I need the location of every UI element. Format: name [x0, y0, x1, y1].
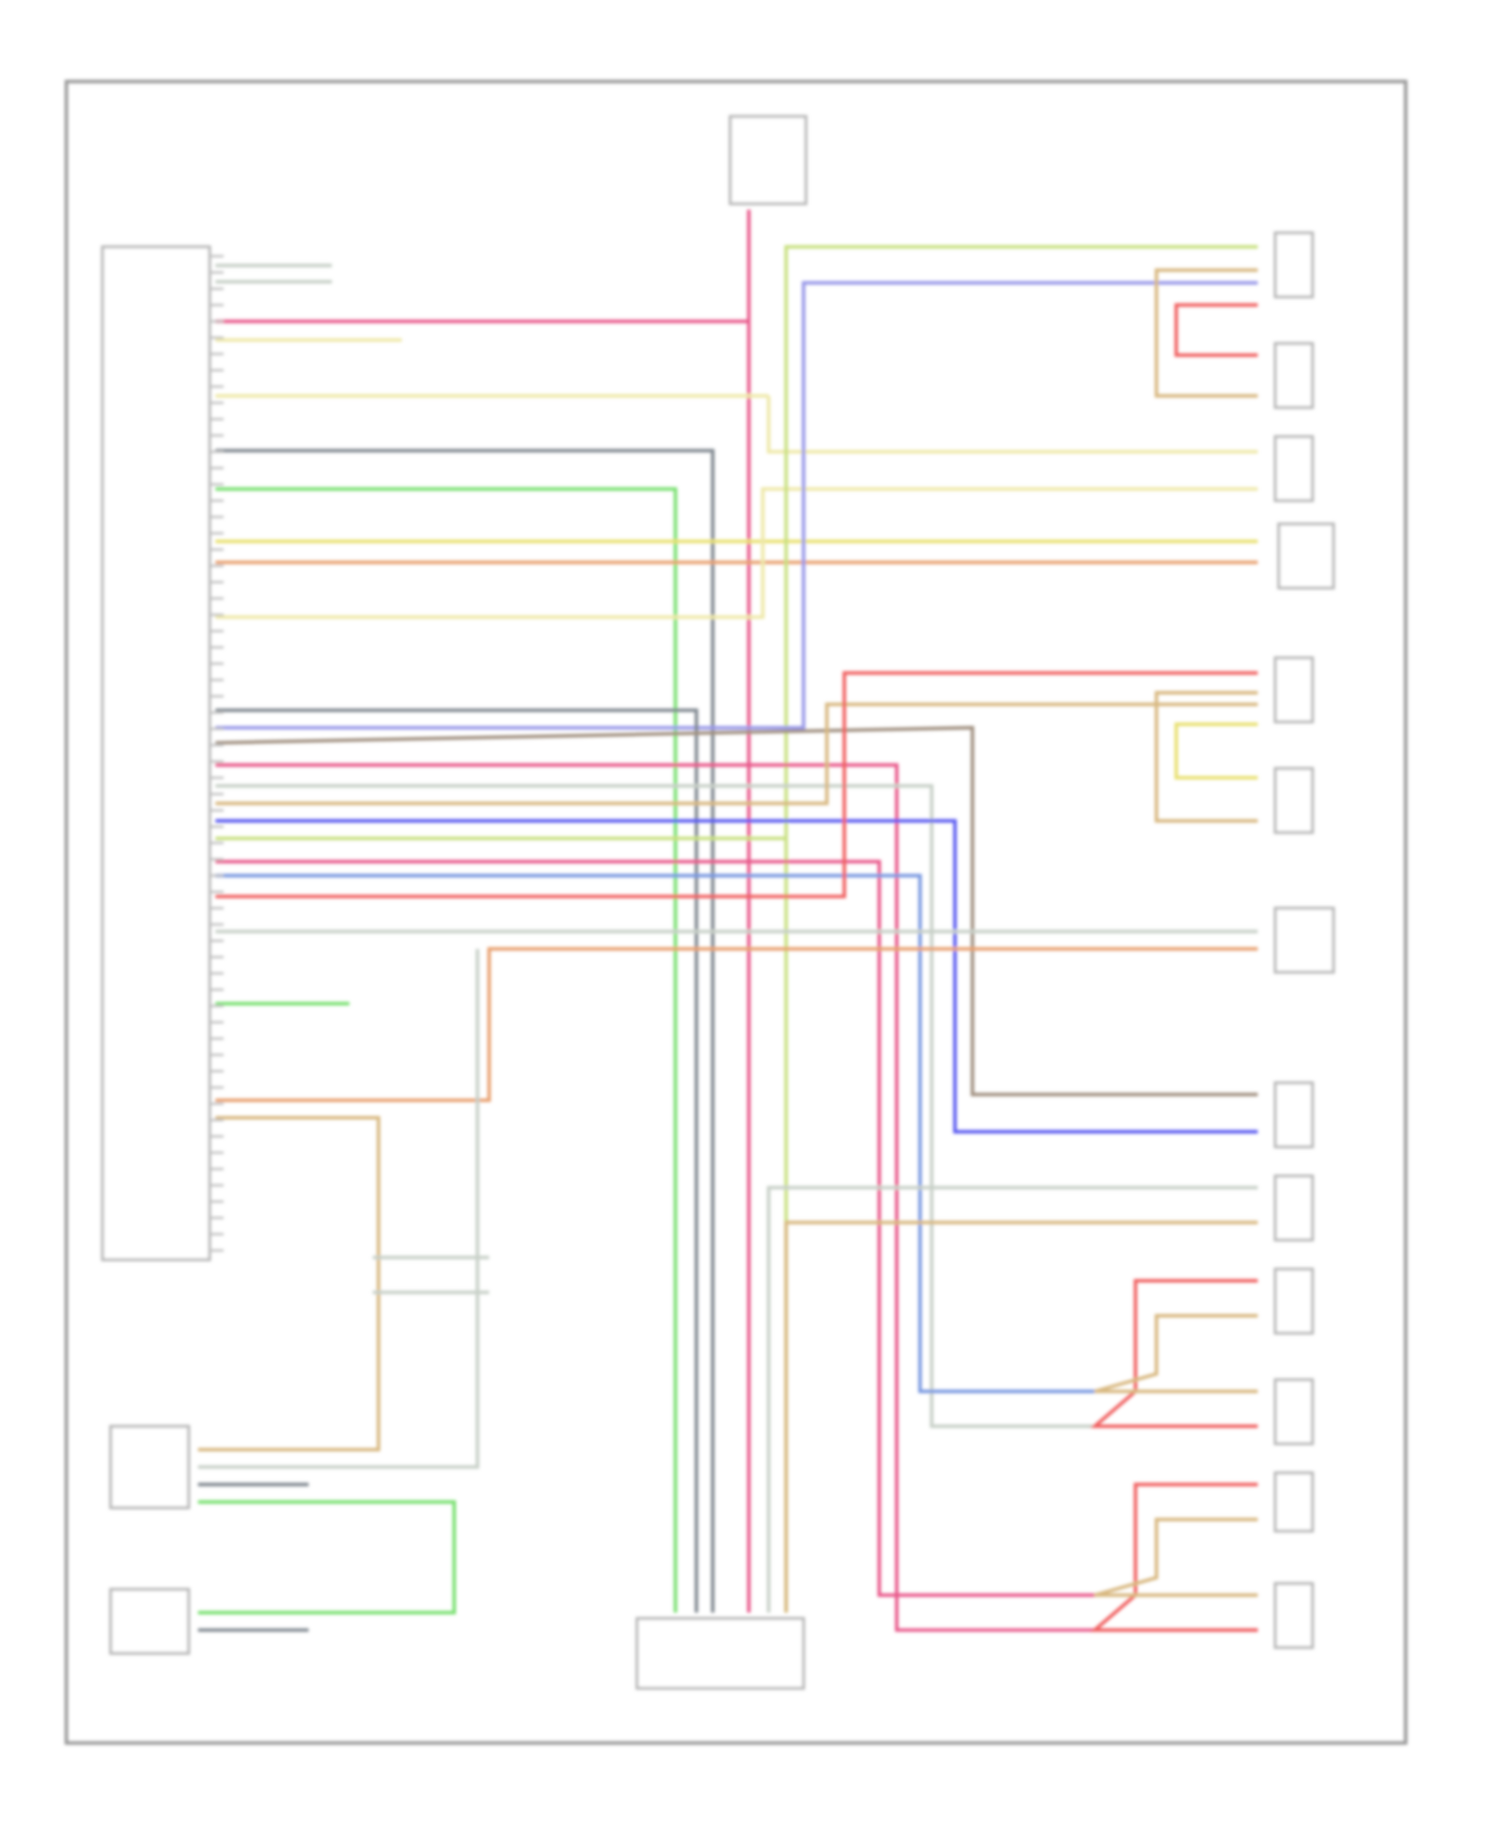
right-component-box: [1277, 522, 1335, 590]
right-connector-9: [1273, 1378, 1314, 1446]
wire: [215, 725, 1258, 1097]
wire: [215, 487, 678, 1613]
right-connector-6: [1273, 1081, 1314, 1149]
wire: [215, 763, 1258, 1632]
wire: [1094, 1313, 1258, 1394]
right-sensor-box: [1273, 906, 1335, 974]
right-connector-5: [1273, 767, 1314, 834]
wire: [1154, 268, 1258, 398]
bottom-left-sensor: [109, 1587, 191, 1655]
wire: [215, 873, 1095, 1394]
wire: [197, 948, 480, 1469]
right-connector-2: [1273, 342, 1314, 409]
module-pins: [209, 254, 224, 1252]
wire: [1154, 691, 1258, 823]
wire: [784, 1220, 1258, 1613]
wire: [215, 281, 1258, 730]
wire: [766, 1185, 1258, 1613]
wire: [784, 245, 1258, 1613]
wire: [215, 671, 1258, 899]
components: [101, 114, 1335, 1690]
right-connector-4: [1273, 656, 1314, 724]
wire: [1089, 1279, 1258, 1429]
wire: [1174, 303, 1258, 357]
right-connector-7: [1273, 1174, 1314, 1242]
ground-connector-block: [635, 1616, 806, 1690]
wire: [215, 947, 1258, 1103]
bottom-left-component: [109, 1424, 191, 1510]
wire: [215, 448, 715, 1613]
wire: [1089, 1482, 1258, 1632]
right-connector-3: [1273, 435, 1314, 503]
wire: [1174, 722, 1258, 780]
wire: [197, 1116, 381, 1452]
wire: [766, 395, 1258, 454]
right-connector-11: [1273, 1582, 1314, 1649]
right-connector-1: [1273, 231, 1314, 299]
wire: [1094, 1517, 1258, 1597]
wire: [215, 487, 1258, 619]
wire: [215, 702, 1258, 806]
wires: [197, 209, 1258, 1632]
wire: [215, 784, 1095, 1429]
wire: [197, 1500, 456, 1615]
wire: [215, 819, 1258, 1134]
control-module: [101, 245, 212, 1262]
right-connector-8: [1273, 1267, 1314, 1335]
fuse-box: [728, 114, 808, 206]
wire: [215, 859, 1095, 1597]
right-connector-10: [1273, 1471, 1314, 1533]
diagram-frame: [64, 79, 1408, 1745]
wire: [215, 708, 699, 1613]
